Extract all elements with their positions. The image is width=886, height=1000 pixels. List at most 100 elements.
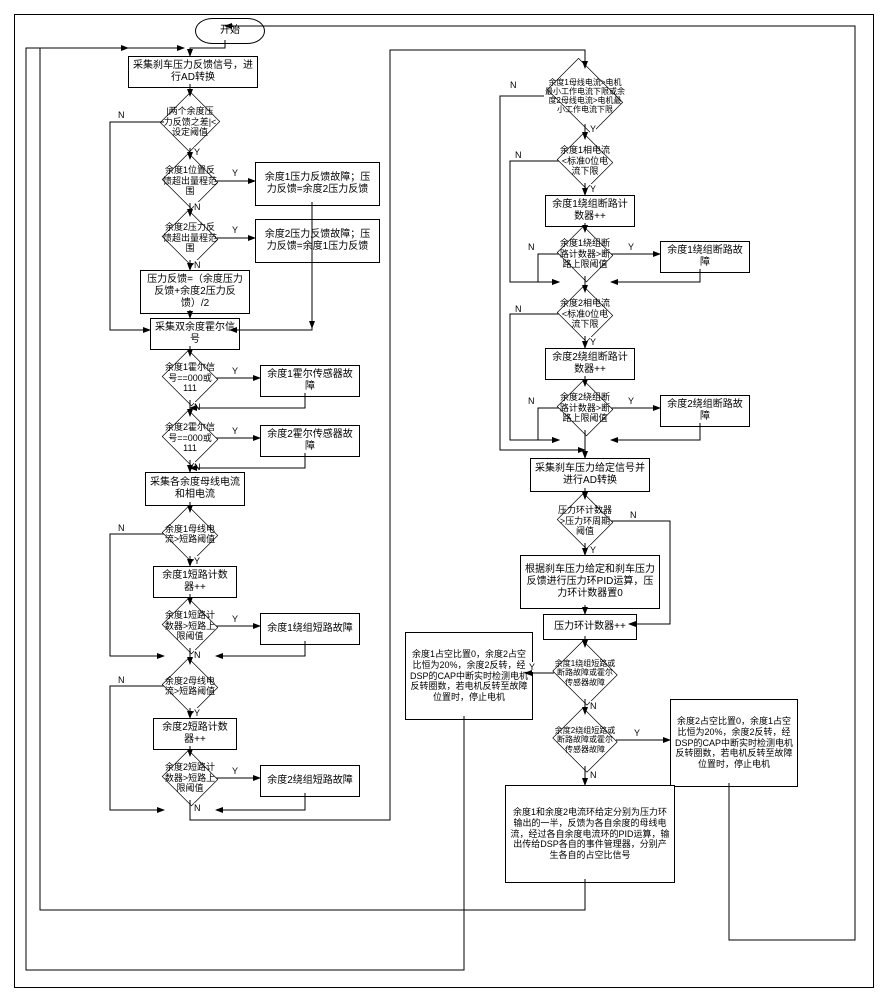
node-p1: 采集刹车压力反馈信号，进行AD转换 bbox=[128, 56, 258, 88]
lbl: N bbox=[630, 510, 637, 520]
node-r14: 余度2绕组短路故障 bbox=[260, 765, 360, 797]
node-p13: 余度2短路计数器++ bbox=[153, 718, 237, 750]
lbl: Y bbox=[232, 614, 238, 624]
node-d20: 余度1母线电流>电机最小工作电流下限或余度2母线电流>电机最小工作电流下限 bbox=[540, 65, 630, 127]
d24-text: 余度2相电流<标准0位电流下限 bbox=[558, 298, 612, 329]
d23-text: 余度1绕组断路计数器>断路上限阈值 bbox=[558, 238, 612, 269]
p32-text: 根据刹车压力给定和刹车压力反馈进行压力环PID运算，压力环计数器置0 bbox=[525, 564, 655, 600]
d12-text: 余度2母线电流>短路阈值 bbox=[163, 676, 217, 697]
lbl: Y bbox=[590, 124, 596, 134]
node-p32: 根据刹车压力给定和刹车压力反馈进行压力环PID运算，压力环计数器置0 bbox=[520, 555, 660, 609]
start-node: 开始 bbox=[195, 18, 265, 44]
node-p5: 采集双余度霍尔信号 bbox=[150, 318, 240, 350]
p30-text: 采集刹车压力给定信号并进行AD转换 bbox=[535, 463, 645, 487]
d35-text: 余度2绕组短路或断路故障或霍尔传感器故障 bbox=[554, 726, 617, 754]
lbl: Y bbox=[628, 242, 634, 252]
lbl: N bbox=[194, 462, 201, 472]
r11-text: 余度1绕组短路故障 bbox=[267, 623, 353, 635]
lbl: Y bbox=[232, 366, 238, 376]
d3-text: 余度2压力反馈超出量程范围 bbox=[163, 222, 217, 253]
lbl: N bbox=[590, 770, 597, 780]
r14-text: 余度2绕组短路故障 bbox=[267, 775, 353, 787]
lbl: N bbox=[118, 110, 125, 120]
node-d1: |两个余度压力反馈之差|<设定阈值 bbox=[160, 92, 220, 152]
d20-text: 余度1母线电流>电机最小工作电流下限或余度2母线电流>电机最小工作电流下限 bbox=[545, 78, 626, 115]
node-d35: 余度2绕组短路或断路故障或霍尔传感器故障 bbox=[550, 710, 620, 770]
d7-text: 余度2霍尔信号==000或111 bbox=[163, 422, 217, 453]
lbl: N bbox=[194, 202, 201, 212]
d26-text: 余度2绕组断路计数器>断路上限阈值 bbox=[558, 392, 612, 423]
lbl: Y bbox=[232, 426, 238, 436]
node-r23: 余度1绕组断路故障 bbox=[660, 241, 750, 273]
r23-text: 余度1绕组断路故障 bbox=[665, 245, 745, 269]
p1-text: 采集刹车压力反馈信号，进行AD转换 bbox=[133, 60, 253, 84]
r7-text: 余度2霍尔传感器故障 bbox=[265, 429, 355, 453]
lbl: N bbox=[194, 650, 201, 660]
lbl: N bbox=[515, 150, 522, 160]
lbl: Y bbox=[194, 147, 200, 157]
node-d11: 余度1短路计数器>短路上限阈值 bbox=[160, 600, 220, 652]
lbl: Y bbox=[590, 545, 596, 555]
lbl: N bbox=[528, 242, 535, 252]
node-p25: 余度2绕组断路计数器++ bbox=[545, 348, 635, 380]
node-d2: 余度1位置反馈超出量程范围 bbox=[160, 155, 220, 207]
r3-text: 余度2压力反馈故障；压力反馈=余度1压力反馈 bbox=[260, 229, 375, 253]
lbl: N bbox=[515, 304, 522, 314]
p4-text: 压力反馈=（余度压力反馈+余度2压力反馈）/2 bbox=[145, 274, 245, 310]
d34-text: 余度1绕组短路或断路故障或霍尔传感器故障 bbox=[554, 659, 617, 687]
r26-text: 余度2绕组断路故障 bbox=[665, 399, 745, 423]
node-p10: 余度1短路计数器++ bbox=[153, 566, 237, 598]
p13-text: 余度2短路计数器++ bbox=[158, 722, 232, 746]
lbl: N bbox=[194, 260, 201, 270]
lbl: N bbox=[510, 80, 517, 90]
node-d6: 余度1霍尔信号==000或111 bbox=[160, 352, 220, 404]
node-r7: 余度2霍尔传感器故障 bbox=[260, 425, 360, 457]
node-d14: 余度2短路计数器>短路上限阈值 bbox=[160, 752, 220, 804]
d9-text: 余度1母线电流>短路阈值 bbox=[163, 524, 217, 545]
lbl: N bbox=[194, 402, 201, 412]
lbl: Y bbox=[590, 337, 596, 347]
node-d34: 余度1绕组短路或断路故障或霍尔传感器故障 bbox=[550, 643, 620, 703]
p33-text: 压力环计数器++ bbox=[554, 621, 626, 633]
r2-text: 余度1压力反馈故障；压力反馈=余度2压力反馈 bbox=[260, 172, 375, 196]
d31-text: 压力环计数器>压力环周期阈值 bbox=[558, 505, 612, 536]
node-p36: 余度1和余度2电流环给定分别为压力环输出的一半，反馈为各自余度的母线电流，经过各… bbox=[505, 785, 675, 883]
lbl: Y bbox=[232, 168, 238, 178]
p10-text: 余度1短路计数器++ bbox=[158, 570, 232, 594]
lbl: N bbox=[528, 396, 535, 406]
lbl: Y bbox=[590, 184, 596, 194]
node-r11: 余度1绕组短路故障 bbox=[260, 613, 360, 645]
lbl: Y bbox=[232, 766, 238, 776]
node-d12: 余度2母线电流>短路阈值 bbox=[160, 660, 220, 712]
node-p22: 余度1绕组断路计数器++ bbox=[545, 195, 635, 227]
p36-text: 余度1和余度2电流环给定分别为压力环输出的一半，反馈为各自余度的母线电流，经过各… bbox=[510, 807, 670, 861]
node-d24: 余度2相电流<标准0位电流下限 bbox=[555, 288, 615, 340]
d11-text: 余度1短路计数器>短路上限阈值 bbox=[163, 610, 217, 641]
lbl: Y bbox=[194, 708, 200, 718]
node-p8: 采集各余度母线电流和相电流 bbox=[145, 472, 245, 506]
r34-text: 余度1占空比置0，余度2占空比恒为20%，余度2反转，经DSP的CAP中断实时检… bbox=[410, 649, 528, 703]
node-d9: 余度1母线电流>短路阈值 bbox=[160, 508, 220, 560]
d1-text: |两个余度压力反馈之差|<设定阈值 bbox=[163, 106, 217, 137]
d2-text: 余度1位置反馈超出量程范围 bbox=[163, 165, 217, 196]
node-d31: 压力环计数器>压力环周期阈值 bbox=[555, 495, 615, 547]
outer-frame bbox=[14, 14, 874, 988]
node-p4: 压力反馈=（余度压力反馈+余度2压力反馈）/2 bbox=[140, 270, 250, 314]
node-r26: 余度2绕组断路故障 bbox=[660, 395, 750, 427]
d6-text: 余度1霍尔信号==000或111 bbox=[163, 362, 217, 393]
p8-text: 采集各余度母线电流和相电流 bbox=[150, 477, 240, 501]
node-r35: 余度2占空比置0，余度1占空比恒为20%，余度2反转，经DSP的CAP中断实时检… bbox=[670, 699, 798, 787]
node-d26: 余度2绕组断路计数器>断路上限阈值 bbox=[555, 382, 615, 434]
node-d23: 余度1绕组断路计数器>断路上限阈值 bbox=[555, 228, 615, 280]
r35-text: 余度2占空比置0，余度1占空比恒为20%，余度2反转，经DSP的CAP中断实时检… bbox=[675, 716, 793, 770]
flowchart-root: 开始 采集刹车压力反馈信号，进行AD转换 |两个余度压力反馈之差|<设定阈值 余… bbox=[10, 10, 876, 990]
p5-text: 采集双余度霍尔信号 bbox=[155, 322, 235, 346]
lbl: Y bbox=[529, 662, 535, 672]
p25-text: 余度2绕组断路计数器++ bbox=[550, 352, 630, 376]
lbl: Y bbox=[232, 225, 238, 235]
start-label: 开始 bbox=[220, 25, 240, 37]
lbl: N bbox=[590, 701, 597, 711]
d21-text: 余度1相电流<标准0位电流下限 bbox=[558, 145, 612, 176]
p22-text: 余度1绕组断路计数器++ bbox=[550, 199, 630, 223]
node-p30: 采集刹车压力给定信号并进行AD转换 bbox=[530, 458, 650, 492]
